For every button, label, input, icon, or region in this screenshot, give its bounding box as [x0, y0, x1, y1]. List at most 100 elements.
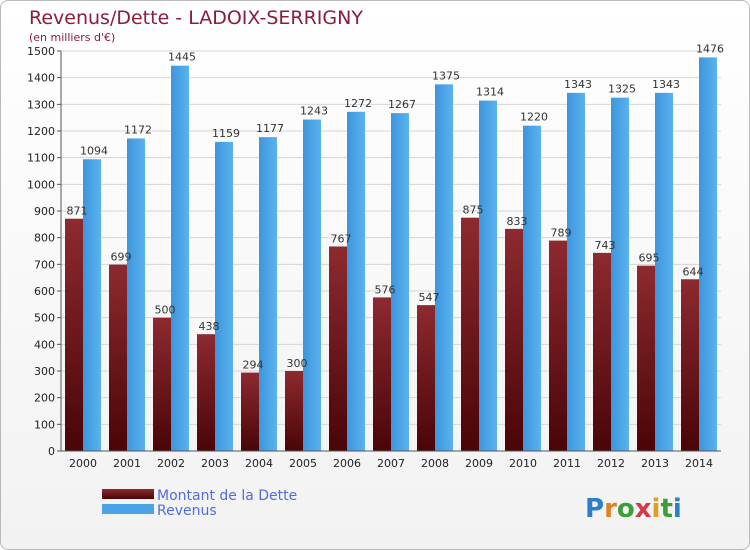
bar-revenus	[83, 159, 101, 451]
data-label-revenus: 1343	[652, 78, 680, 91]
logo-letter: P	[585, 494, 604, 524]
x-tick-label: 2011	[553, 457, 581, 470]
bar-dette	[593, 252, 611, 451]
data-label-revenus: 1343	[564, 78, 592, 91]
y-tick-label: 200	[34, 392, 55, 405]
data-label-dette: 438	[199, 320, 220, 333]
data-label-revenus: 1177	[256, 122, 284, 135]
x-tick-label: 2004	[245, 457, 273, 470]
bar-dette	[285, 371, 303, 451]
data-label-revenus: 1094	[80, 144, 108, 157]
data-label-dette: 576	[375, 283, 396, 296]
bar-revenus	[699, 57, 717, 452]
data-label-dette: 767	[331, 232, 352, 245]
data-label-revenus: 1325	[608, 83, 636, 96]
chart-subtitle: (en milliers d'€)	[29, 31, 115, 44]
logo-letter: t	[660, 494, 672, 524]
y-tick-label: 500	[34, 312, 55, 325]
x-tick-label: 2014	[685, 457, 713, 470]
y-tick-label: 1200	[27, 125, 55, 138]
bar-revenus	[391, 113, 409, 451]
logo-letter: r	[604, 494, 617, 524]
data-label-dette: 789	[551, 227, 572, 240]
y-tick-label: 1400	[27, 72, 55, 85]
logo-letter: o	[617, 494, 635, 524]
legend-label-dette: Montant de la Dette	[157, 488, 297, 504]
bar-dette	[109, 264, 127, 451]
bar-revenus	[611, 97, 629, 452]
x-tick-label: 2012	[597, 457, 625, 470]
data-label-revenus: 1159	[212, 127, 240, 140]
logo-letter: x	[635, 494, 652, 524]
y-tick-label: 800	[34, 232, 55, 245]
data-label-revenus: 1476	[696, 42, 724, 55]
data-label-dette: 743	[595, 239, 616, 252]
bar-dette	[153, 317, 171, 451]
bar-revenus	[655, 92, 673, 451]
x-tick-label: 2009	[465, 457, 493, 470]
x-tick-label: 2008	[421, 457, 449, 470]
y-tick-label: 1000	[27, 178, 55, 191]
legend-label-revenus: Revenus	[157, 503, 217, 519]
bar-dette	[549, 240, 567, 451]
bar-dette	[681, 279, 699, 451]
legend-swatch-dette	[102, 489, 154, 499]
proxiti-logo: Proxiti	[585, 494, 682, 524]
bar-revenus	[215, 141, 233, 451]
chart-title: Revenus/Dette - LADOIX-SERRIGNY	[29, 7, 363, 29]
data-label-dette: 500	[155, 304, 176, 317]
x-tick-label: 2000	[69, 457, 97, 470]
data-label-dette: 833	[507, 215, 528, 228]
bar-revenus	[523, 125, 541, 452]
data-label-revenus: 1272	[344, 97, 372, 110]
bar-revenus	[171, 65, 189, 452]
data-label-dette: 547	[419, 291, 440, 304]
x-tick-label: 2010	[509, 457, 537, 470]
bar-dette	[373, 297, 391, 451]
data-label-revenus: 1220	[520, 111, 548, 124]
bar-dette	[461, 217, 479, 451]
axes: 0 100 200 300 400 500 600 700 800 900 1000 1100 1200…	[27, 45, 721, 470]
bar-revenus	[479, 100, 497, 451]
bars: 871 1094 699 1172 500 1445 438 1159 294 1177 300 12…	[65, 42, 724, 452]
bar-dette	[241, 372, 259, 451]
data-label-dette: 644	[683, 265, 704, 278]
data-label-revenus: 1172	[124, 123, 152, 136]
bar-dette	[505, 228, 523, 451]
y-tick-label: 100	[34, 418, 55, 431]
data-label-dette: 294	[243, 359, 264, 372]
legend: Montant de la Dette Revenus	[102, 488, 297, 519]
x-tick-label: 2001	[113, 457, 141, 470]
y-tick-label: 300	[34, 365, 55, 378]
bar-dette	[329, 246, 347, 451]
y-tick-label: 400	[34, 338, 55, 351]
bar-revenus	[259, 137, 277, 451]
y-tick-label: 1100	[27, 152, 55, 165]
data-label-revenus: 1445	[168, 51, 196, 64]
bar-dette	[637, 265, 655, 451]
data-label-revenus: 1314	[476, 86, 504, 99]
data-label-dette: 875	[463, 204, 484, 217]
bar-revenus	[303, 119, 321, 452]
y-tick-label: 600	[34, 285, 55, 298]
x-tick-label: 2013	[641, 457, 669, 470]
x-tick-label: 2002	[157, 457, 185, 470]
x-tick-label: 2003	[201, 457, 229, 470]
x-tick-label: 2007	[377, 457, 405, 470]
bar-revenus	[567, 92, 585, 451]
x-tick-label: 2006	[333, 457, 361, 470]
data-label-revenus: 1267	[388, 98, 416, 111]
data-label-revenus: 1243	[300, 105, 328, 118]
data-label-dette: 695	[639, 252, 660, 265]
y-tick-label: 1500	[27, 45, 55, 58]
bar-revenus	[127, 138, 145, 451]
data-label-dette: 871	[67, 205, 88, 218]
y-tick-label: 1300	[27, 98, 55, 111]
bar-dette	[197, 334, 215, 451]
x-tick-label: 2005	[289, 457, 317, 470]
bar-revenus	[347, 111, 365, 452]
data-label-dette: 300	[287, 357, 308, 370]
logo-letter: i	[652, 494, 661, 524]
